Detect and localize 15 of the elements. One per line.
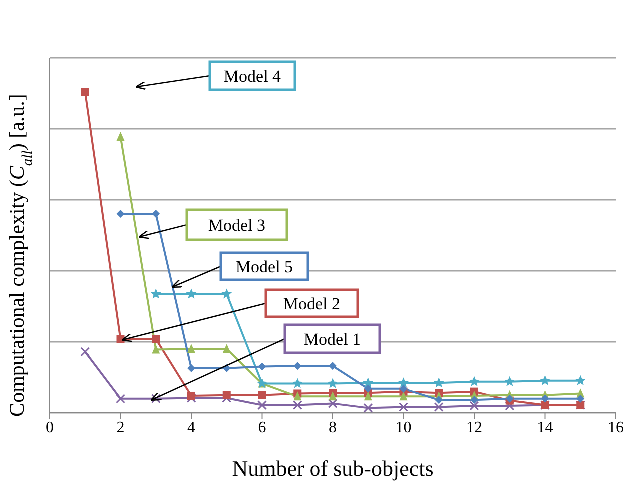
x-axis-title: Number of sub-objects [232,456,434,481]
text: Model 4 [224,67,282,86]
text: Model 3 [208,216,266,235]
x-tick-label: 12 [466,419,482,436]
x-tick-label: 14 [537,419,554,436]
x-tick-label: 10 [396,419,412,436]
x-tick-label: 4 [188,419,196,436]
text: Model 2 [283,294,341,314]
x-tick-label: 16 [608,419,624,436]
x-tick-label: 0 [46,419,54,436]
text: Model 5 [236,258,294,276]
x-tick-label: 8 [329,419,337,436]
x-tick-label: 2 [116,419,125,436]
x-tick-label: 6 [258,419,266,436]
text: Model 1 [304,330,362,349]
